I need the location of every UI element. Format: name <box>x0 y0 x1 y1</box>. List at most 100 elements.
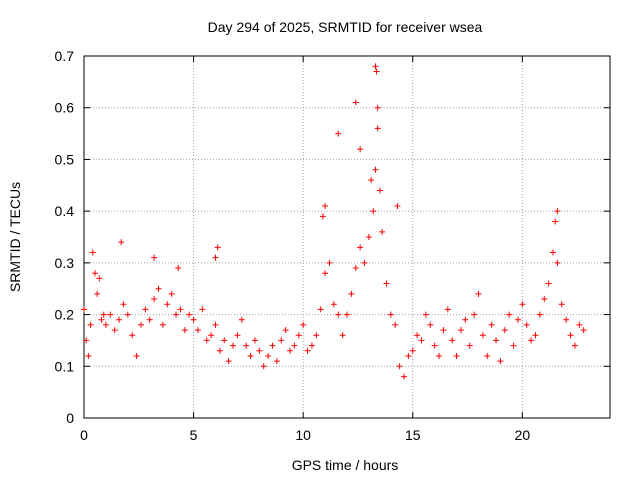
data-point <box>440 327 447 334</box>
data-point <box>137 321 144 328</box>
data-point <box>111 327 118 334</box>
y-tick-label: 0.2 <box>55 307 75 323</box>
data-point <box>260 363 267 370</box>
data-point <box>133 352 140 359</box>
data-point <box>444 306 451 313</box>
data-point <box>493 337 500 344</box>
data-point <box>118 239 125 246</box>
data-point <box>89 249 96 256</box>
data-point <box>175 265 182 272</box>
x-tick-label: 5 <box>190 427 198 443</box>
data-point <box>186 311 193 318</box>
data-point <box>81 306 87 313</box>
data-point <box>168 290 175 297</box>
data-point <box>339 332 346 339</box>
data-point <box>523 321 530 328</box>
y-tick-label: 0 <box>66 410 74 426</box>
data-point <box>330 301 337 308</box>
data-point <box>313 332 320 339</box>
data-point <box>124 311 131 318</box>
x-tick-label: 15 <box>405 427 421 443</box>
data-point <box>462 316 469 323</box>
data-point <box>414 332 421 339</box>
data-point <box>216 347 223 354</box>
data-point <box>212 321 219 328</box>
data-point <box>212 254 219 261</box>
data-point <box>427 321 434 328</box>
data-point <box>129 332 136 339</box>
data-point <box>100 311 107 318</box>
data-point <box>488 321 495 328</box>
axis-ticks: 0 5 10 15 20 0 0.1 0.2 0.3 0.4 0.5 0.6 0.7 <box>55 48 610 443</box>
data-point <box>203 337 210 344</box>
data-point <box>510 342 517 349</box>
y-tick-label: 0.3 <box>55 255 75 271</box>
data-point <box>554 259 561 266</box>
data-point <box>146 316 153 323</box>
data-point <box>269 342 276 349</box>
data-point <box>545 280 552 287</box>
data-point <box>319 213 326 220</box>
chart-title: Day 294 of 2025, SRMTID for receiver wse… <box>208 19 483 35</box>
data-point <box>392 321 399 328</box>
data-point <box>225 358 232 365</box>
data-point <box>365 234 372 240</box>
data-point <box>373 68 380 75</box>
data-point <box>304 347 311 354</box>
data-point <box>457 327 464 334</box>
data-point <box>352 99 359 106</box>
data-point <box>326 259 333 266</box>
data-point <box>344 311 350 318</box>
data-point <box>159 321 166 328</box>
data-point <box>295 332 302 339</box>
y-tick-label: 0.1 <box>55 358 75 374</box>
data-point <box>497 358 504 365</box>
data-point <box>422 311 429 318</box>
data-point <box>291 342 298 349</box>
data-point <box>335 130 342 137</box>
data-point <box>173 311 180 318</box>
data-point <box>387 311 394 318</box>
data-point <box>221 337 228 344</box>
data-point <box>357 244 364 251</box>
data-point <box>91 270 98 277</box>
data-point <box>102 321 109 328</box>
data-point <box>396 363 403 370</box>
data-point <box>142 306 149 313</box>
plot-frame <box>83 55 611 419</box>
data-point <box>247 352 254 359</box>
data-point <box>194 327 201 334</box>
data-point <box>372 63 379 70</box>
data-point <box>155 285 162 292</box>
data-point <box>208 332 215 339</box>
data-point <box>83 337 90 344</box>
data-point <box>273 358 280 365</box>
data-point <box>409 347 416 354</box>
data-point <box>453 352 460 359</box>
data-point <box>177 306 184 313</box>
data-point <box>379 228 386 235</box>
data-point <box>436 352 443 359</box>
x-tick-label: 0 <box>80 427 88 443</box>
data-point <box>418 337 425 344</box>
data-point <box>85 352 92 359</box>
data-point <box>536 311 543 318</box>
data-point <box>278 337 285 344</box>
data-point <box>400 373 407 380</box>
data-point <box>352 265 359 272</box>
y-tick-label: 0.4 <box>55 203 75 219</box>
data-point <box>214 244 221 251</box>
y-tick-label: 0.7 <box>55 48 75 64</box>
data-point <box>96 275 103 282</box>
data-point <box>265 352 272 359</box>
y-tick-label: 0.6 <box>55 100 75 116</box>
data-point <box>567 332 574 339</box>
data-point <box>287 347 294 354</box>
data-point <box>282 327 289 334</box>
data-point <box>514 316 521 323</box>
data-point <box>243 342 250 349</box>
data-point <box>383 280 390 287</box>
data-point <box>230 342 237 349</box>
data-point <box>234 332 241 339</box>
